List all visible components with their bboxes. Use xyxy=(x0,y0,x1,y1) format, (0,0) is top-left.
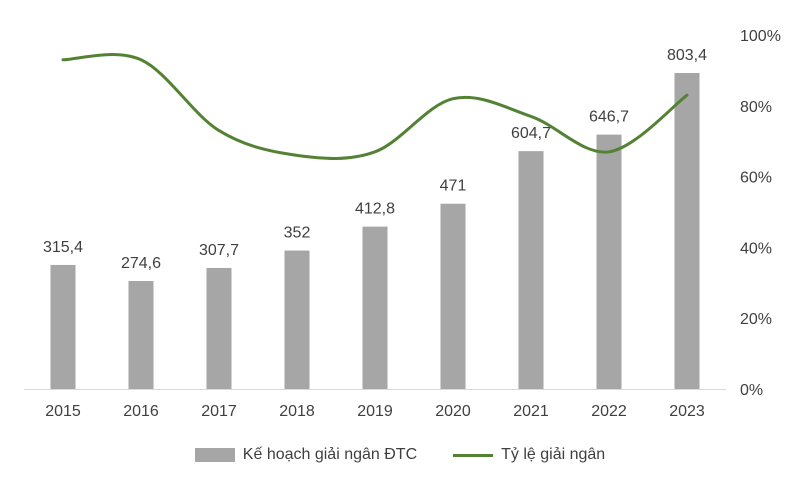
x-tick-label: 2019 xyxy=(357,403,393,420)
bar-value-label: 646,7 xyxy=(589,109,629,126)
bar-value-label: 412,8 xyxy=(355,201,395,218)
bar-value-label: 274,6 xyxy=(121,255,161,272)
y-axis-right: 0% 20% 40% 60% 80% 100% xyxy=(740,28,781,399)
y-right-tick-label: 0% xyxy=(740,382,763,399)
line-layer xyxy=(61,53,689,160)
y-right-tick-label: 20% xyxy=(740,311,772,328)
bar-value-label: 307,7 xyxy=(199,242,239,259)
legend-bar-label: Kế hoạch giải ngân ĐTC xyxy=(242,446,418,463)
y-right-tick-label: 100% xyxy=(740,28,781,45)
bar-2020 xyxy=(440,203,466,389)
bar-2022 xyxy=(596,134,622,389)
bars-layer xyxy=(50,72,700,389)
bar-2019 xyxy=(362,226,388,389)
bar-value-label: 471 xyxy=(440,178,467,195)
bar-2018 xyxy=(284,250,310,389)
legend-line-swatch xyxy=(453,453,494,457)
x-axis: 2015 2016 2017 2018 2019 2020 2021 2022 2023 xyxy=(24,389,726,420)
legend-item-line: Tỷ lệ giải ngân xyxy=(453,446,605,464)
bar-value-label: 315,4 xyxy=(43,239,83,256)
bar-value-label: 352 xyxy=(284,225,311,242)
x-tick-label: 2015 xyxy=(45,403,81,420)
x-tick-label: 2022 xyxy=(591,403,627,420)
legend-bar-swatch xyxy=(194,448,235,462)
y-right-tick-label: 60% xyxy=(740,170,772,187)
y-right-tick-label: 80% xyxy=(740,99,772,116)
legend-item-bars: Kế hoạch giải ngân ĐTC xyxy=(194,446,418,464)
x-tick-label: 2018 xyxy=(279,403,315,420)
bar-2023 xyxy=(674,72,700,389)
bar-labels-layer: 315,4 274,6 307,7 352 412,8 471 604,7 646,7 803,… xyxy=(43,47,707,272)
bar-value-label: 604,7 xyxy=(511,125,551,142)
bar-value-label: 803,4 xyxy=(667,47,707,64)
x-tick-label: 2021 xyxy=(513,403,549,420)
x-tick-label: 2017 xyxy=(201,403,237,420)
bar-2015 xyxy=(50,264,76,389)
legend: Kế hoạch giải ngân ĐTC Tỷ lệ giải ngân xyxy=(0,446,800,464)
series-line-ty-le-giai-ngan xyxy=(61,53,689,160)
x-tick-label: 2020 xyxy=(435,403,471,420)
bar-2016 xyxy=(128,280,154,389)
x-tick-label: 2016 xyxy=(123,403,159,420)
chart-plot: 315,4 274,6 307,7 352 412,8 471 604,7 646,7 803,… xyxy=(24,28,781,420)
bar-2017 xyxy=(206,267,232,389)
bar-2021 xyxy=(518,151,544,389)
y-right-tick-label: 40% xyxy=(740,240,772,257)
legend-line-label: Tỷ lệ giải ngân xyxy=(501,446,606,463)
x-tick-label: 2023 xyxy=(669,403,705,420)
